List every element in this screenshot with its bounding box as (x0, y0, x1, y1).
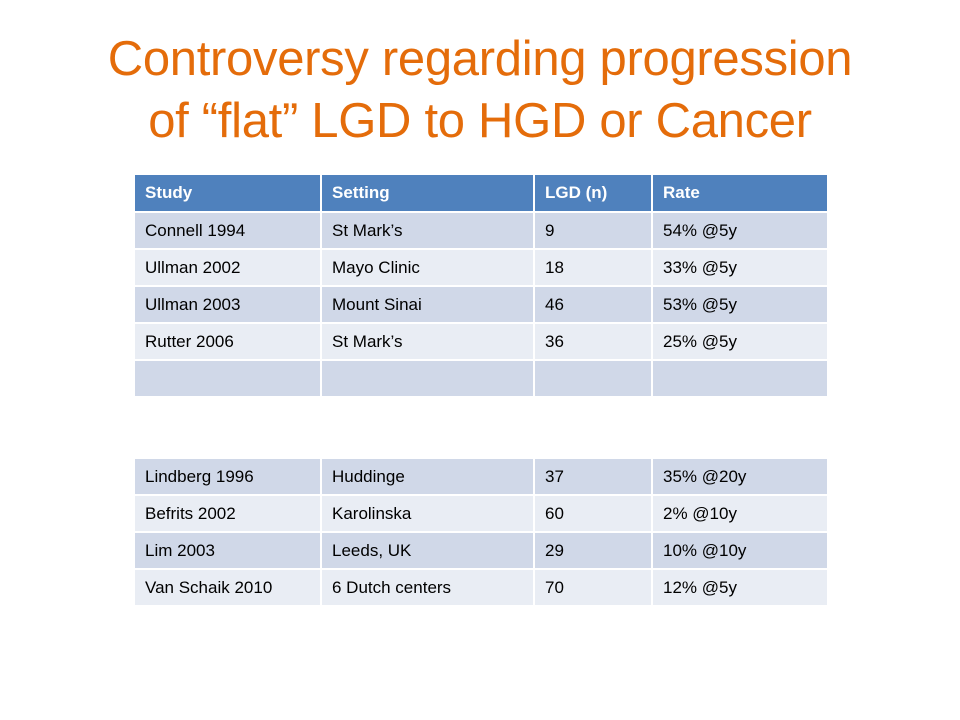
table-row: Van Schaik 2010 6 Dutch centers 70 12% @… (133, 568, 829, 607)
studies-table-western: Study Setting LGD (n) Rate Connell 1994 … (133, 173, 829, 398)
cell-rate: 53% @5y (651, 285, 829, 324)
table-row: Befrits 2002 Karolinska 60 2% @10y (133, 494, 829, 533)
cell-rate: 10% @10y (651, 531, 829, 570)
cell-study: Rutter 2006 (133, 322, 322, 361)
table-row-empty (133, 359, 829, 398)
cell-rate: 2% @10y (651, 494, 829, 533)
cell-lgd-n: 37 (533, 457, 653, 496)
table-row: Rutter 2006 St Mark’s 36 25% @5y (133, 322, 829, 361)
cell-rate: 54% @5y (651, 211, 829, 250)
cell-setting: Mayo Clinic (320, 248, 535, 287)
header-rate: Rate (651, 173, 829, 213)
cell-study: Ullman 2002 (133, 248, 322, 287)
cell-lgd-n: 46 (533, 285, 653, 324)
cell-lgd-n: 29 (533, 531, 653, 570)
cell-rate: 25% @5y (651, 322, 829, 361)
cell-rate: 33% @5y (651, 248, 829, 287)
header-study: Study (133, 173, 322, 213)
cell-study: Lindberg 1996 (133, 457, 322, 496)
cell-lgd-n (533, 359, 653, 398)
cell-lgd-n: 70 (533, 568, 653, 607)
cell-lgd-n: 36 (533, 322, 653, 361)
slide-title-line-2: of “flat” LGD to HGD or Cancer (148, 94, 812, 148)
table-row: Ullman 2003 Mount Sinai 46 53% @5y (133, 285, 829, 324)
table-header-row: Study Setting LGD (n) Rate (133, 173, 829, 213)
header-setting: Setting (320, 173, 535, 213)
cell-study: Ullman 2003 (133, 285, 322, 324)
table-row: Connell 1994 St Mark’s 9 54% @5y (133, 211, 829, 250)
cell-setting: St Mark’s (320, 322, 535, 361)
cell-setting: Leeds, UK (320, 531, 535, 570)
table-row: Lindberg 1996 Huddinge 37 35% @20y (133, 457, 829, 496)
cell-setting: Huddinge (320, 457, 535, 496)
cell-setting: St Mark’s (320, 211, 535, 250)
header-lgd-n: LGD (n) (533, 173, 653, 213)
cell-lgd-n: 18 (533, 248, 653, 287)
table-row: Lim 2003 Leeds, UK 29 10% @10y (133, 531, 829, 570)
cell-setting: Karolinska (320, 494, 535, 533)
slide-title-line-1: Controversy regarding progression (107, 32, 853, 86)
cell-rate: 12% @5y (651, 568, 829, 607)
cell-study: Van Schaik 2010 (133, 568, 322, 607)
table-row: Ullman 2002 Mayo Clinic 18 33% @5y (133, 248, 829, 287)
cell-setting: Mount Sinai (320, 285, 535, 324)
cell-study: Befrits 2002 (133, 494, 322, 533)
cell-lgd-n: 9 (533, 211, 653, 250)
slide-title: Controversy regarding progression of “fl… (40, 28, 920, 152)
cell-study: Lim 2003 (133, 531, 322, 570)
cell-study (133, 359, 322, 398)
cell-setting (320, 359, 535, 398)
cell-rate: 35% @20y (651, 457, 829, 496)
studies-table-european: Lindberg 1996 Huddinge 37 35% @20y Befri… (133, 457, 829, 607)
cell-setting: 6 Dutch centers (320, 568, 535, 607)
cell-rate (651, 359, 829, 398)
cell-lgd-n: 60 (533, 494, 653, 533)
cell-study: Connell 1994 (133, 211, 322, 250)
